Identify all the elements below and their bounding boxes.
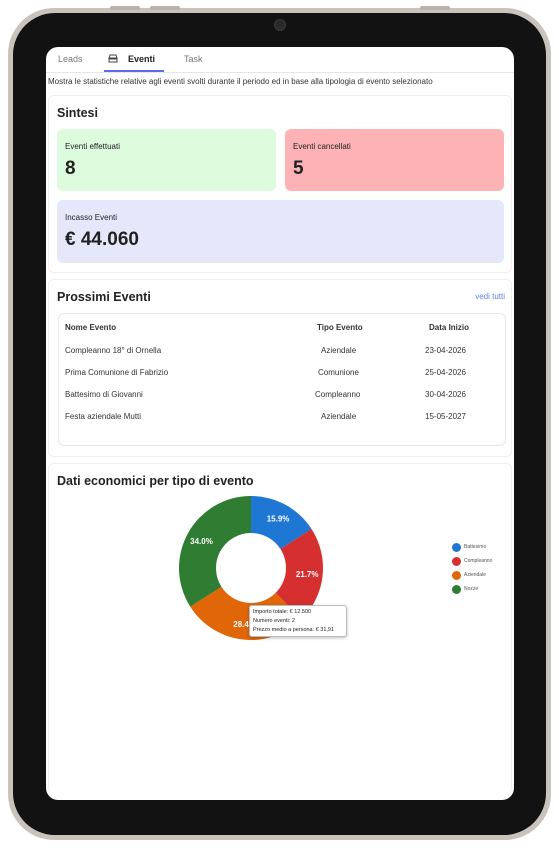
tooltip-prezzo: Prezzo medio a persona: € 31,91 [253, 627, 335, 633]
cell-tipo: Comunione [318, 368, 359, 377]
tab-leads[interactable]: Leads [58, 54, 83, 64]
legend-label: Compleanno [464, 558, 493, 564]
cell-tipo: Aziendale [321, 412, 357, 421]
kpi-value: 5 [293, 158, 304, 179]
prossimi-eventi-card: Prossimi Eventi vedi tutti Nome Evento T… [48, 279, 512, 457]
prossimi-eventi-title: Prossimi Eventi [57, 290, 151, 304]
donut-slice-compleanno[interactable] [275, 529, 323, 620]
tooltip-importo: Importo totale: € 12.500 [253, 609, 312, 615]
cell-data: 30-04-2026 [425, 390, 466, 399]
events-table: Nome Evento Tipo Evento Data Inizio Comp… [58, 313, 506, 446]
col-header-nome: Nome Evento [65, 323, 117, 332]
kpi-eventi-effettuati: Eventi effettuati 8 [57, 129, 276, 191]
event-icon [108, 54, 118, 63]
volume-button [150, 6, 180, 10]
cell-data: 23-04-2026 [425, 346, 466, 355]
kpi-eventi-cancellati: Eventi cancellati 5 [285, 129, 504, 191]
slice-label: 15.9% [267, 514, 290, 523]
camera-icon [274, 19, 286, 31]
tab-active-indicator [104, 70, 164, 72]
cell-nome: Compleanno 18° di Ornella [65, 346, 162, 355]
legend-dot [452, 571, 461, 580]
sintesi-card: Sintesi Eventi effettuati 8 Eventi cance… [48, 95, 512, 273]
donut-chart: 15.9% 21.7% 28.4% 34.0% [179, 496, 323, 641]
tab-eventi[interactable]: Eventi [128, 54, 156, 64]
donut-slice-battesimo[interactable] [251, 496, 312, 550]
slice-label: 21.7% [296, 570, 319, 579]
cell-nome: Battesimo di Giovanni [65, 390, 143, 399]
legend-dot [452, 557, 461, 566]
volume-button [110, 6, 140, 10]
screen: Leads Eventi Task Mostra le statistiche … [46, 47, 514, 800]
kpi-label: Eventi cancellati [293, 142, 351, 151]
cell-data: 15-05-2027 [425, 412, 466, 421]
dati-economici-title: Dati economici per tipo di evento [57, 474, 254, 488]
sintesi-title: Sintesi [57, 106, 98, 120]
cell-nome: Prima Comunione di Fabrizio [65, 368, 169, 377]
vedi-tutti-link[interactable]: vedi tutti [475, 292, 505, 301]
kpi-label: Incasso Eventi [65, 213, 118, 222]
tab-task[interactable]: Task [184, 54, 203, 64]
slice-label: 34.0% [190, 537, 213, 546]
donut-slice-nozze[interactable] [179, 496, 251, 607]
legend-dot [452, 585, 461, 594]
kpi-value: 8 [65, 158, 76, 179]
col-header-tipo: Tipo Evento [317, 323, 363, 332]
legend-label: Nozze [464, 586, 479, 592]
legend-label: Aziendale [464, 572, 486, 578]
chart-tooltip: Importo totale: € 12.500 Numero eventi: … [249, 605, 347, 637]
cell-data: 25-04-2026 [425, 368, 466, 377]
tooltip-numero: Numero eventi: 2 [253, 618, 295, 624]
cell-tipo: Aziendale [321, 346, 357, 355]
slice-label: 28.4% [233, 620, 256, 629]
tab-bar: Leads Eventi Task [46, 47, 514, 73]
legend-dot [452, 543, 461, 552]
kpi-incasso-eventi: Incasso Eventi € 44.060 [57, 200, 504, 263]
cell-tipo: Compleanno [315, 390, 361, 399]
power-button [420, 6, 450, 10]
legend-label: Battesimo [464, 544, 487, 550]
page-description: Mostra le statistiche relative agli even… [48, 77, 433, 86]
cell-nome: Festa aziendale Mutti [65, 412, 142, 421]
kpi-label: Eventi effettuati [65, 142, 120, 151]
kpi-value: € 44.060 [65, 229, 139, 250]
col-header-data: Data Inizio [429, 323, 470, 332]
